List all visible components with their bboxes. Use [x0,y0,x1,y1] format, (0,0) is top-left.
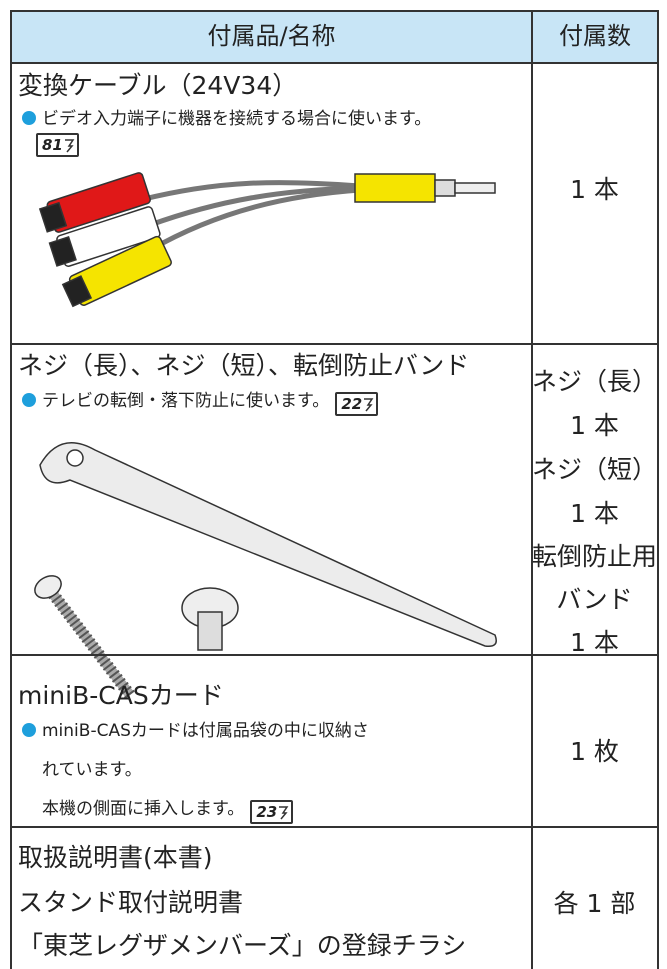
note-text: 本機の側面に挿入します。 [42,799,245,819]
bullet [22,111,36,125]
item-note-ref: 81 [30,132,79,157]
note-text: テレビの転倒・落下防止に使います。 [42,391,330,411]
page-icon [279,806,289,820]
row-border [10,343,659,345]
row-border [10,826,659,828]
item-count: 転倒防止用 [532,542,658,571]
item-count: 1 本 [570,628,619,657]
page-reference: 81 [36,133,79,157]
bullet [22,393,36,407]
column-border [531,10,533,969]
bullet [22,723,36,737]
table-border [657,10,659,969]
note-text: れています。 [42,760,142,780]
row-border [10,654,659,656]
strap-illustration [34,442,497,699]
item-note: テレビの転倒・落下防止に使います。 22 [22,386,379,416]
item-name: ネジ（長）、ネジ（短）、転倒防止バンド [18,351,470,380]
row-border [10,62,659,64]
item-note: れています。 [42,755,142,780]
item-count: 1 本 [570,499,619,528]
page-icon [64,139,75,153]
item-note: ビデオ入力端子に機器を接続する場合に使います。 [22,104,431,129]
item-count: 1 枚 [570,737,619,766]
item-count: ネジ（短） [532,455,658,484]
item-name: 「東芝レグザメンバーズ」の登録チラシ [18,931,467,960]
header-background [10,10,657,62]
page-reference: 23 [250,800,294,824]
item-note: miniB-CASカードは付属品袋の中に収納さ [22,716,369,741]
row-border [10,10,659,12]
item-count: 1 本 [570,175,619,204]
table-border [10,10,12,969]
note-text: ビデオ入力端子に機器を接続する場合に使います。 [42,109,432,129]
item-count: ネジ（長） [532,367,658,396]
page-icon [364,398,374,412]
item-name: 取扱説明書(本書) [18,843,213,872]
item-count: 各 1 部 [553,889,636,918]
item-name: miniB-CASカード [18,681,224,710]
item-name: スタンド取付説明書 [18,888,244,917]
item-count: バンド [556,585,633,614]
item-count: 1 本 [570,411,619,440]
cable-illustration [38,172,496,308]
header-cell: 付属品/名称 [207,22,336,50]
item-note: 本機の側面に挿入します。 23 [42,794,294,824]
note-text: miniB-CASカードは付属品袋の中に収納さ [42,721,369,741]
item-name: 変換ケーブル（24V34） [18,71,298,100]
page-reference: 22 [335,392,379,416]
header-cell: 付属数 [559,22,631,50]
